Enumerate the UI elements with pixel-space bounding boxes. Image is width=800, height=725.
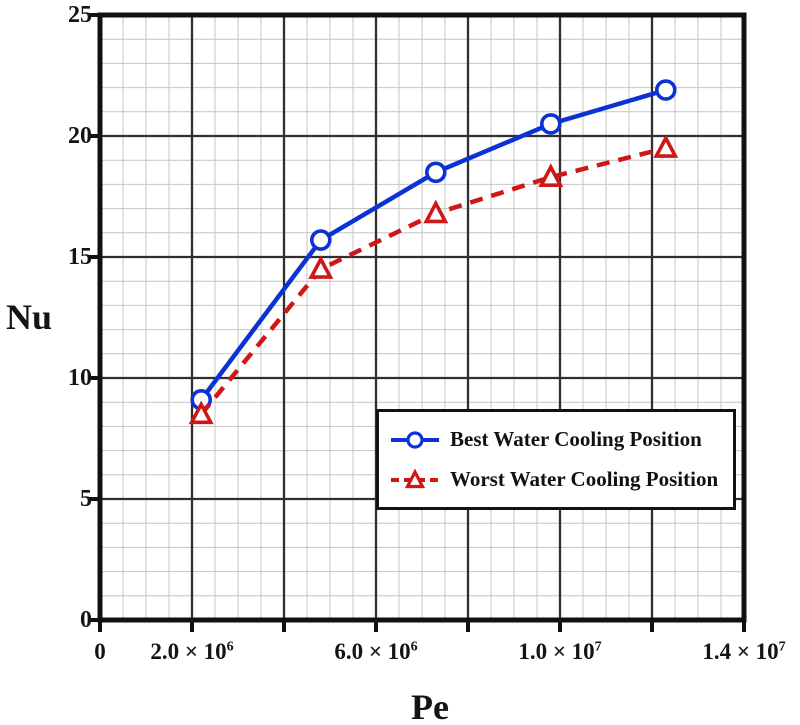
y-axis-title: Nu [6, 297, 53, 337]
y-tick-label: 15 [68, 244, 92, 270]
data-series [188, 79, 679, 425]
x-tick-label: 1.0 × 107 [518, 639, 602, 664]
x-tick-label: 0 [94, 639, 106, 664]
y-tick-label: 20 [68, 123, 92, 149]
x-tick-label: 1.4 × 107 [702, 639, 786, 664]
y-tick-label: 5 [80, 486, 92, 512]
triangle-marker [188, 400, 214, 425]
x-axis-title: Pe [411, 687, 449, 725]
series-worst [188, 134, 679, 425]
legend-line-circle-icon [391, 430, 439, 449]
legend: Best Water Cooling Position Worst Water … [376, 409, 736, 510]
minor-gridlines [100, 15, 744, 620]
y-tick-label: 10 [68, 365, 92, 391]
x-tick-label: 2.0 × 106 [150, 639, 234, 664]
axis-tick-marks [88, 13, 746, 632]
legend-item-best: Best Water Cooling Position [389, 427, 733, 452]
circle-marker [539, 113, 562, 135]
circle-marker [309, 229, 332, 251]
triangle-marker [653, 134, 679, 158]
legend-label-worst: Worst Water Cooling Position [450, 467, 719, 491]
triangle-marker [538, 163, 564, 187]
y-tick-label: 25 [68, 2, 92, 28]
triangle-marker [308, 255, 334, 279]
series-best [190, 79, 677, 411]
circle-marker [424, 161, 447, 184]
plot-border [97, 12, 747, 623]
legend-label-best: Best Water Cooling Position [450, 427, 702, 451]
circle-marker [654, 79, 677, 101]
y-tick-label: 0 [80, 607, 92, 633]
legend-line-triangle-icon [391, 468, 439, 488]
x-tick-label: 6.0 × 106 [334, 639, 418, 664]
triangle-marker [423, 199, 449, 224]
legend-item-worst: Worst Water Cooling Position [389, 467, 733, 492]
